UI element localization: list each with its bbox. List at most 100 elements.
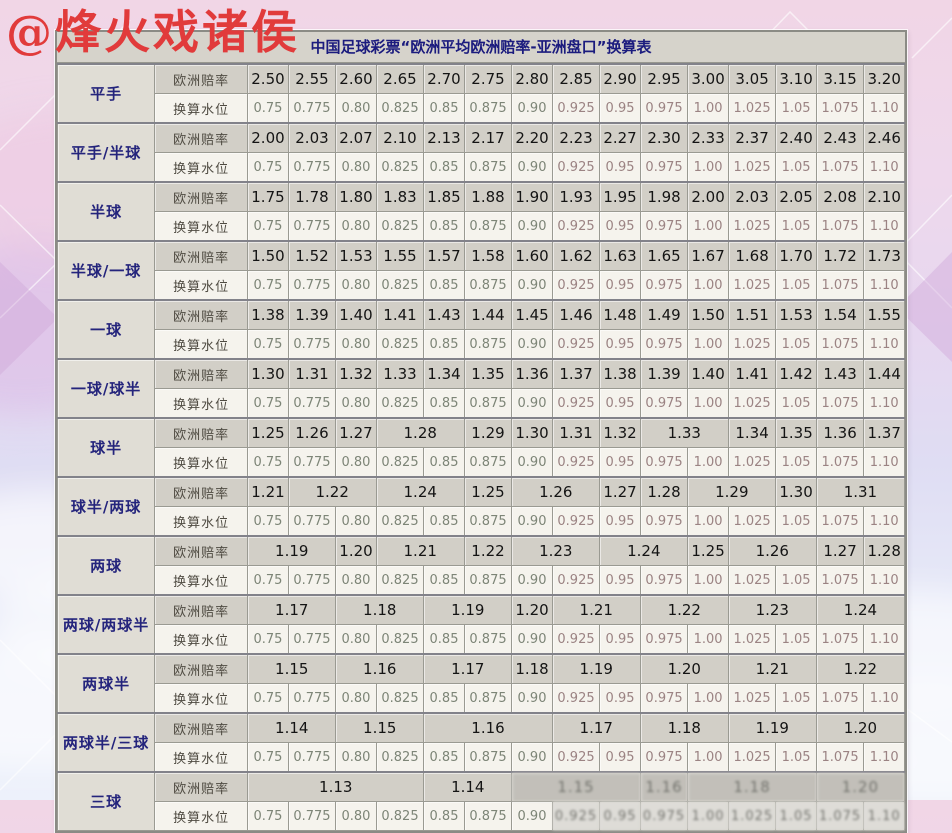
- odds-value-cell: 1.31: [287, 358, 337, 389]
- water-value-cell: 0.75: [247, 801, 289, 831]
- water-value-cell: 1.00: [687, 506, 729, 537]
- water-value-cell: 1.10: [863, 93, 905, 124]
- water-value-cell: 0.775: [287, 624, 337, 655]
- water-value-cell: 0.975: [639, 801, 689, 831]
- odds-value-cell: 1.18: [687, 771, 817, 802]
- odds-row-label: 欧洲赔率: [154, 63, 249, 94]
- water-row-label: 换算水位: [154, 270, 249, 301]
- odds-value-cell: 1.20: [815, 771, 906, 802]
- handicap-label: 平手: [56, 63, 156, 124]
- odds-value-cell: 1.30: [247, 358, 289, 389]
- water-value-cell: 1.075: [815, 565, 865, 596]
- odds-value-cell: 1.16: [639, 771, 689, 802]
- water-value-cell: 1.075: [815, 211, 865, 242]
- water-value-cell: 0.85: [423, 152, 465, 183]
- water-value-cell: 1.025: [727, 683, 777, 714]
- water-value-cell: 0.875: [463, 506, 513, 537]
- water-value-cell: 1.10: [863, 388, 905, 419]
- water-value-cell: 0.95: [599, 683, 641, 714]
- odds-value-cell: 1.53: [775, 299, 817, 330]
- water-value-cell: 0.975: [639, 683, 689, 714]
- water-value-cell: 1.10: [863, 624, 905, 655]
- odds-value-cell: 1.15: [247, 653, 337, 684]
- water-value-cell: 0.80: [335, 447, 377, 478]
- handicap-label: 两球半: [56, 653, 156, 714]
- handicap-label: 两球/两球半: [56, 594, 156, 655]
- water-row-label: 换算水位: [154, 506, 249, 537]
- water-value-cell: 0.925: [551, 270, 601, 301]
- water-value-cell: 1.05: [775, 211, 817, 242]
- odds-value-cell: 1.18: [335, 594, 425, 625]
- water-value-cell: 0.75: [247, 565, 289, 596]
- water-value-cell: 1.025: [727, 388, 777, 419]
- odds-row-label: 欧洲赔率: [154, 240, 249, 271]
- odds-value-cell: 1.32: [335, 358, 377, 389]
- odds-value-cell: 1.16: [423, 712, 553, 743]
- odds-value-cell: 1.50: [247, 240, 289, 271]
- water-value-cell: 0.925: [551, 447, 601, 478]
- odds-value-cell: 1.46: [551, 299, 601, 330]
- water-value-cell: 0.825: [375, 683, 425, 714]
- water-value-cell: 0.825: [375, 93, 425, 124]
- water-value-cell: 1.05: [775, 624, 817, 655]
- water-value-cell: 0.825: [375, 506, 425, 537]
- odds-value-cell: 1.22: [639, 594, 729, 625]
- table-title: 中国足球彩票“欧洲平均欧洲赔率-亚洲盘口”换算表: [57, 32, 905, 63]
- odds-value-cell: 2.85: [551, 63, 601, 94]
- water-value-cell: 0.875: [463, 801, 513, 831]
- water-value-cell: 1.00: [687, 388, 729, 419]
- water-value-cell: 1.05: [775, 93, 817, 124]
- odds-value-cell: 1.25: [463, 476, 513, 507]
- water-value-cell: 0.85: [423, 742, 465, 773]
- odds-value-cell: 1.53: [335, 240, 377, 271]
- odds-row-label: 欧洲赔率: [154, 771, 249, 802]
- water-value-cell: 0.925: [551, 565, 601, 596]
- water-value-cell: 0.95: [599, 93, 641, 124]
- odds-value-cell: 1.43: [815, 358, 865, 389]
- water-value-cell: 0.825: [375, 565, 425, 596]
- water-value-cell: 0.875: [463, 742, 513, 773]
- odds-value-cell: 1.88: [463, 181, 513, 212]
- water-value-cell: 1.10: [863, 211, 905, 242]
- water-row-label: 换算水位: [154, 329, 249, 360]
- water-value-cell: 0.75: [247, 683, 289, 714]
- water-value-cell: 0.80: [335, 683, 377, 714]
- odds-value-cell: 1.48: [599, 299, 641, 330]
- water-value-cell: 1.025: [727, 565, 777, 596]
- water-value-cell: 1.025: [727, 93, 777, 124]
- water-value-cell: 0.90: [511, 329, 553, 360]
- odds-value-cell: 1.60: [511, 240, 553, 271]
- conversion-table-panel: 中国足球彩票“欧洲平均欧洲赔率-亚洲盘口”换算表 平手 欧洲赔率 2.50 2.55 2…: [55, 30, 907, 833]
- odds-value-cell: 1.93: [551, 181, 601, 212]
- odds-value-cell: 1.41: [375, 299, 425, 330]
- water-value-cell: 0.95: [599, 801, 641, 831]
- water-value-cell: 0.925: [551, 329, 601, 360]
- water-value-cell: 0.75: [247, 506, 289, 537]
- odds-value-cell: 1.98: [639, 181, 689, 212]
- water-value-cell: 1.025: [727, 270, 777, 301]
- water-value-cell: 0.80: [335, 801, 377, 831]
- odds-value-cell: 1.19: [551, 653, 641, 684]
- water-value-cell: 0.90: [511, 624, 553, 655]
- water-value-cell: 0.95: [599, 565, 641, 596]
- water-value-cell: 0.875: [463, 152, 513, 183]
- odds-value-cell: 1.25: [687, 535, 729, 566]
- water-value-cell: 1.075: [815, 93, 865, 124]
- odds-row-label: 欧洲赔率: [154, 181, 249, 212]
- water-value-cell: 0.90: [511, 447, 553, 478]
- odds-value-cell: 1.55: [375, 240, 425, 271]
- water-row-label: 换算水位: [154, 211, 249, 242]
- water-value-cell: 0.825: [375, 801, 425, 831]
- odds-row-label: 欧洲赔率: [154, 299, 249, 330]
- water-value-cell: 1.10: [863, 801, 905, 831]
- water-value-cell: 0.775: [287, 801, 337, 831]
- water-value-cell: 1.00: [687, 801, 729, 831]
- water-value-cell: 1.00: [687, 93, 729, 124]
- water-value-cell: 1.00: [687, 565, 729, 596]
- odds-row-label: 欧洲赔率: [154, 594, 249, 625]
- water-value-cell: 1.025: [727, 447, 777, 478]
- odds-value-cell: 1.22: [463, 535, 513, 566]
- water-value-cell: 1.10: [863, 447, 905, 478]
- odds-row-label: 欧洲赔率: [154, 358, 249, 389]
- water-value-cell: 1.025: [727, 506, 777, 537]
